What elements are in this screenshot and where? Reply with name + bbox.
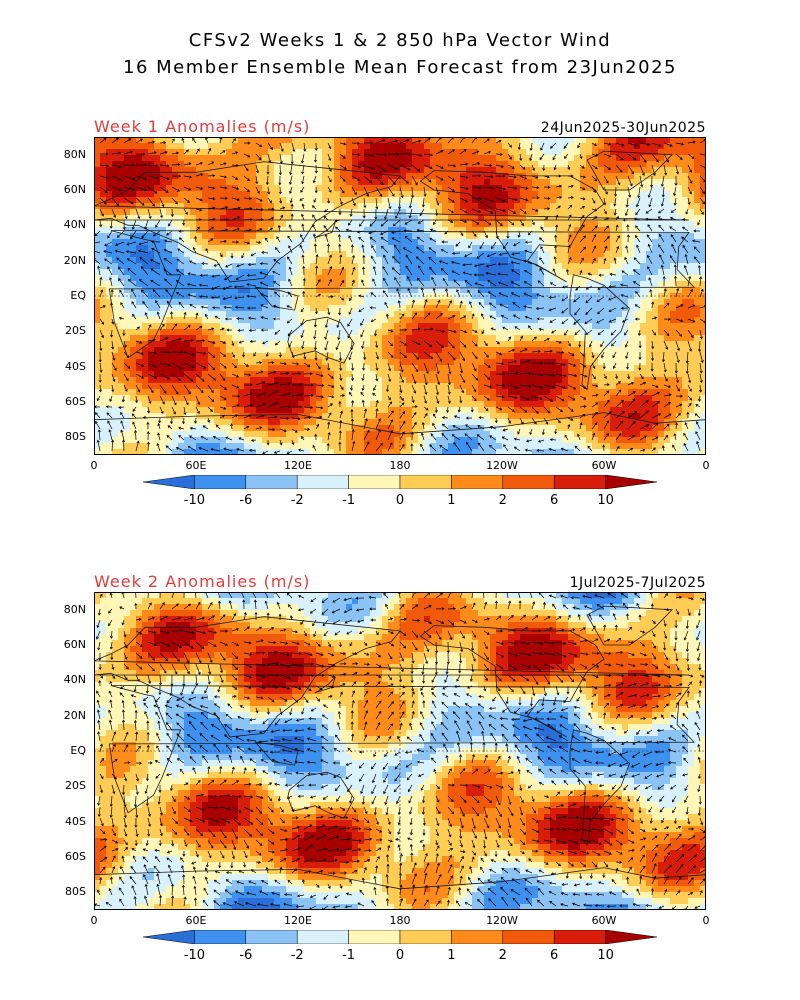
- colorbar-swatch: [502, 930, 555, 944]
- colorbar-swatch: [502, 475, 555, 489]
- reference-lines: [94, 137, 706, 455]
- colorbar-swatch: [451, 475, 504, 489]
- lon-tick-label: 60W: [591, 914, 617, 927]
- lon-tick-label: 60W: [591, 459, 617, 472]
- colorbar-swatch: [348, 475, 401, 489]
- lat-tick-label: 60S: [65, 395, 86, 408]
- colorbar-swatch: [143, 930, 195, 944]
- colorbar-swatch: [245, 475, 298, 489]
- lat-tick-label: 80N: [63, 602, 86, 616]
- lat-tick-label: 40N: [63, 673, 86, 687]
- week1-title: Week 1 Anomalies (m/s): [94, 117, 311, 136]
- map-frame: [94, 137, 706, 455]
- lon-tick-label: 180: [389, 459, 411, 472]
- lon-tick-label: 0: [702, 459, 710, 472]
- lon-tick-label: 180: [389, 914, 411, 927]
- colorbar-swatch: [194, 930, 247, 944]
- week1-date-range: 24Jun2025-30Jun2025: [540, 120, 706, 136]
- lat-tick-label: 20S: [65, 779, 86, 793]
- colorbar-label: -2: [290, 493, 304, 508]
- lon-tick-label: 60E: [185, 914, 207, 927]
- reference-lines: [94, 592, 706, 910]
- lat-tick-label: 60S: [65, 850, 86, 863]
- lat-tick-label: 60N: [63, 183, 86, 196]
- lat-tick-label: 20S: [65, 324, 86, 338]
- lat-tick-label: 20N: [63, 253, 86, 267]
- colorbar-swatch: [245, 930, 298, 944]
- week2-date-range: 1Jul2025-7Jul2025: [569, 575, 706, 591]
- wind-vectors: [94, 137, 706, 455]
- colorbar-swatch: [348, 930, 401, 944]
- colorbar-label: 2: [498, 948, 507, 963]
- lat-tick-label: 80S: [65, 430, 86, 444]
- wind-vectors: [94, 592, 706, 910]
- colorbar-swatch: [553, 930, 606, 944]
- lat-tick-label: 40N: [63, 218, 86, 232]
- figure-title-line1: CFSv2 Weeks 1 & 2 850 hPa Vector Wind: [188, 30, 612, 51]
- colorbar-label: 10: [597, 948, 614, 963]
- lat-tick-label: 80N: [63, 147, 86, 161]
- lat-tick-label: 80S: [65, 885, 86, 899]
- colorbar-swatch: [296, 930, 349, 944]
- colorbar-label: 6: [550, 948, 559, 963]
- lat-tick-label: 60N: [63, 638, 86, 651]
- lon-tick-label: 0: [90, 459, 98, 472]
- week1-colorbar: [143, 475, 657, 489]
- colorbar-swatch: [605, 475, 657, 489]
- week2-wind-anomaly-map: [94, 592, 706, 910]
- colorbar-label: -1: [342, 493, 356, 508]
- lon-tick-label: 120E: [284, 459, 312, 472]
- week2-title: Week 2 Anomalies (m/s): [94, 572, 311, 591]
- colorbar-label: 1: [447, 493, 456, 508]
- colorbar-label: -10: [183, 493, 205, 508]
- colorbar-label: -6: [239, 493, 253, 508]
- colorbar-swatch: [399, 930, 452, 944]
- colorbar-swatch: [296, 475, 349, 489]
- colorbar-label: 0: [395, 493, 405, 508]
- lat-tick-label: EQ: [70, 289, 86, 302]
- lat-tick-label: 40S: [65, 359, 86, 373]
- colorbar-label: 10: [597, 493, 614, 508]
- colorbar-swatch: [194, 475, 247, 489]
- colorbar-label: -2: [290, 948, 304, 963]
- lon-tick-label: 120W: [486, 459, 518, 472]
- colorbar-label: -6: [239, 948, 253, 963]
- colorbar-swatch: [553, 475, 606, 489]
- week2-colorbar: [143, 930, 657, 944]
- lat-tick-label: 40S: [65, 814, 86, 828]
- colorbar-label: -1: [342, 948, 356, 963]
- continent-outlines: [94, 605, 706, 910]
- colorbar-swatch: [399, 475, 452, 489]
- colorbar-label: 0: [395, 948, 405, 963]
- lon-tick-label: 120E: [284, 914, 312, 927]
- week1-panel: Week 1 Anomalies (m/s) 24Jun2025-30Jun20…: [0, 115, 800, 535]
- lat-tick-label: EQ: [70, 744, 86, 757]
- lon-tick-label: 0: [90, 914, 98, 927]
- colorbar-label: 6: [550, 493, 559, 508]
- lat-tick-label: 20N: [63, 708, 86, 722]
- figure-title-line2: 16 Member Ensemble Mean Forecast from 23…: [123, 57, 677, 78]
- week1-wind-anomaly-map: [94, 137, 706, 455]
- colorbar-swatch: [451, 930, 504, 944]
- lon-tick-label: 120W: [486, 914, 518, 927]
- colorbar-label: -10: [183, 948, 205, 963]
- lon-tick-label: 60E: [185, 459, 207, 472]
- colorbar-swatch: [605, 930, 657, 944]
- colorbar-label: 1: [447, 948, 456, 963]
- map-frame: [94, 592, 706, 910]
- lon-tick-label: 0: [702, 914, 710, 927]
- colorbar-swatch: [143, 475, 195, 489]
- week2-panel: Week 2 Anomalies (m/s) 1Jul2025-7Jul2025…: [0, 570, 800, 990]
- colorbar-label: 2: [498, 493, 507, 508]
